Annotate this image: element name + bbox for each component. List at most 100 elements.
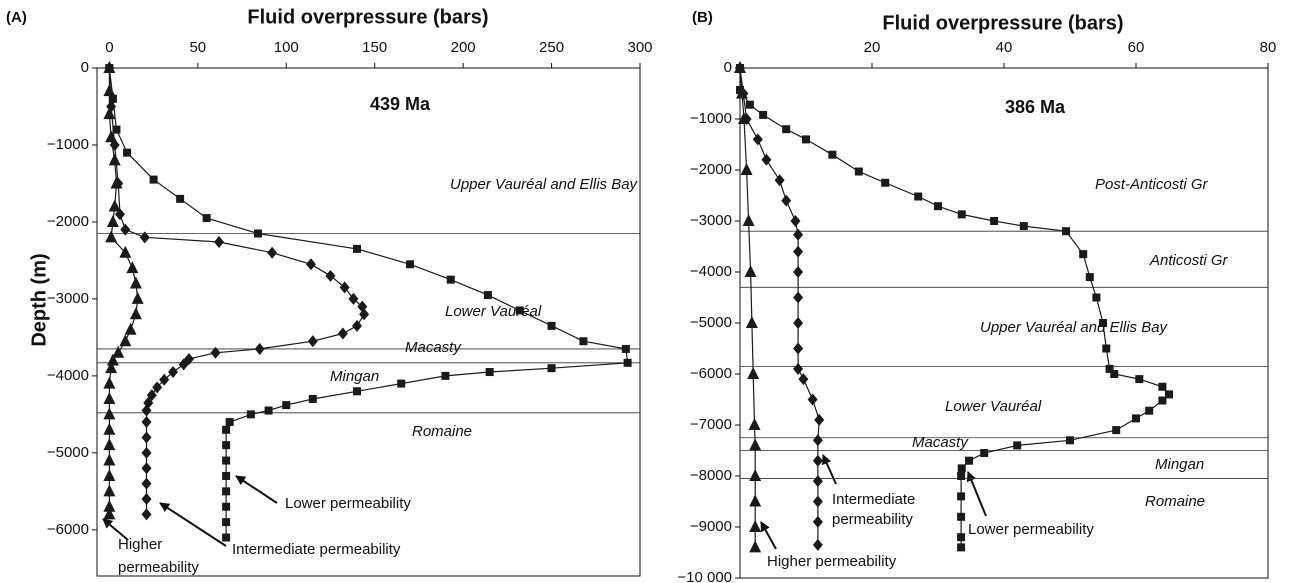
panel-label: (A) xyxy=(6,9,27,26)
square-marker xyxy=(980,449,989,458)
x-axis-title: Fluid overpressure (bars) xyxy=(882,12,1123,34)
x-tick-label: 80 xyxy=(1260,39,1277,56)
square-marker xyxy=(108,94,117,103)
y-tick-label: −7000 xyxy=(690,416,732,433)
annotation: Lower Vauréal xyxy=(445,303,542,320)
triangle-marker xyxy=(749,494,762,507)
triangle-marker xyxy=(124,322,137,335)
x-tick-label: 0 xyxy=(105,39,113,56)
x-axis-title: Fluid overpressure (bars) xyxy=(247,6,488,28)
diamond-marker xyxy=(348,292,359,305)
y-tick-label: −4000 xyxy=(47,367,89,384)
triangle-marker xyxy=(103,391,116,404)
y-tick-label: −5000 xyxy=(690,314,732,331)
annotation: Romaine xyxy=(412,423,472,440)
x-tick-label: 50 xyxy=(189,39,206,56)
square-marker xyxy=(1105,364,1114,373)
x-tick-label: 20 xyxy=(864,39,881,56)
triangle-marker xyxy=(747,367,760,379)
square-marker xyxy=(483,291,492,300)
triangle-marker xyxy=(748,418,761,430)
diamond-marker xyxy=(141,404,152,417)
annotation: Post-Anticosti Gr xyxy=(1095,176,1209,193)
annotation: 386 Ma xyxy=(1005,97,1066,117)
arrow xyxy=(966,471,987,517)
triangle-marker xyxy=(103,107,116,120)
triangle-marker xyxy=(105,230,118,243)
square-marker xyxy=(446,275,455,284)
square-marker xyxy=(202,214,211,223)
square-marker xyxy=(1099,319,1107,327)
triangle-marker xyxy=(105,361,118,374)
square-marker xyxy=(828,150,837,159)
annotation: permeability xyxy=(832,511,913,528)
square-marker xyxy=(547,364,556,373)
series-line xyxy=(108,67,629,538)
square-marker xyxy=(1079,250,1088,259)
y-tick-label: −6000 xyxy=(690,365,732,382)
square-marker xyxy=(353,387,362,396)
square-marker xyxy=(854,167,863,176)
diamond-marker xyxy=(214,235,225,248)
y-tick-label: −3000 xyxy=(47,290,89,307)
triangle-marker xyxy=(119,334,132,347)
square-marker xyxy=(222,441,231,450)
triangle-marker xyxy=(129,307,142,320)
triangle-marker xyxy=(744,265,757,277)
square-marker xyxy=(957,464,966,473)
square-marker xyxy=(1085,273,1094,282)
square-marker xyxy=(308,394,317,403)
diamond-marker xyxy=(812,495,823,508)
diamond-marker xyxy=(790,215,801,227)
square-marker xyxy=(515,306,524,315)
diamond-marker xyxy=(267,246,278,259)
annotation: Anticosti Gr xyxy=(1149,252,1229,269)
x-tick-label: 200 xyxy=(451,39,476,56)
diamond-marker xyxy=(141,508,152,521)
square-marker xyxy=(957,533,966,542)
square-marker xyxy=(222,425,231,434)
square-marker xyxy=(353,244,362,253)
y-tick-label: −1000 xyxy=(47,136,89,153)
series-line xyxy=(108,67,365,515)
annotation: Intermediate xyxy=(832,491,915,508)
diamond-marker xyxy=(325,269,336,282)
diamond-marker xyxy=(141,477,152,490)
triangle-marker xyxy=(749,540,762,553)
square-marker xyxy=(253,229,262,238)
square-marker xyxy=(1110,370,1119,378)
square-marker xyxy=(149,175,158,184)
diamond-marker xyxy=(793,362,804,375)
square-marker xyxy=(485,368,494,377)
y-tick-label: −2000 xyxy=(690,161,732,178)
annotation: Macasty xyxy=(405,339,462,356)
square-marker xyxy=(547,321,556,330)
square-marker xyxy=(957,512,966,521)
square-marker xyxy=(441,371,450,380)
arrow xyxy=(102,518,129,541)
triangle-marker xyxy=(108,199,121,212)
x-tick-label: 60 xyxy=(1128,39,1145,56)
triangle-marker xyxy=(103,507,116,520)
triangle-marker xyxy=(119,245,132,258)
diamond-marker xyxy=(139,231,150,244)
square-marker xyxy=(1019,222,1028,231)
triangle-marker xyxy=(742,214,755,226)
square-marker xyxy=(579,337,588,346)
square-marker xyxy=(957,472,966,480)
diamond-marker xyxy=(210,346,221,359)
diamond-marker xyxy=(141,493,152,506)
diamond-marker xyxy=(793,291,804,304)
square-marker xyxy=(990,217,999,225)
diamond-marker xyxy=(306,258,317,271)
square-marker xyxy=(264,406,273,415)
diamond-marker xyxy=(120,223,131,236)
square-marker xyxy=(112,125,121,134)
triangle-marker xyxy=(106,214,119,227)
diamond-marker xyxy=(812,434,823,447)
square-marker xyxy=(225,418,234,427)
diamond-marker xyxy=(141,416,152,429)
square-marker xyxy=(1062,227,1071,236)
triangle-marker xyxy=(103,407,116,420)
